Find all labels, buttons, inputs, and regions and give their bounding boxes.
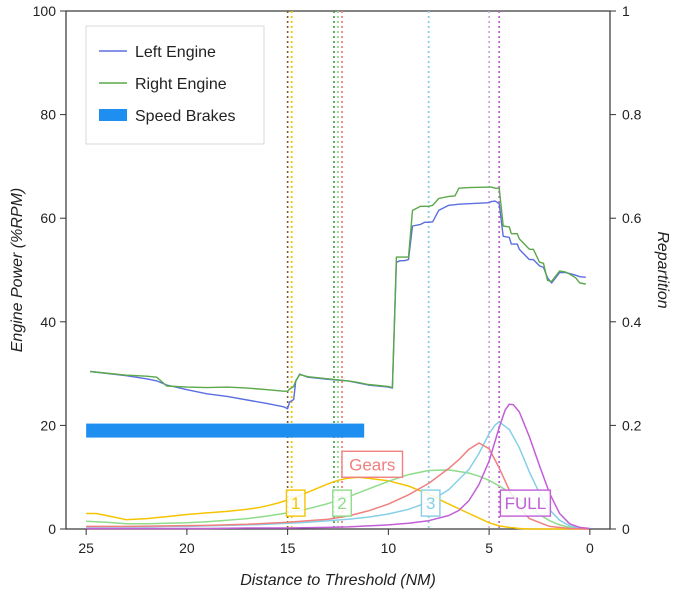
y2-tick-label: 1 [622, 3, 630, 19]
x-tick-label: 20 [179, 540, 195, 556]
y2-tick-label: 0.6 [622, 210, 642, 226]
y-tick-label: 100 [33, 3, 57, 19]
repartition-label-box [499, 489, 552, 517]
x-tick-label: 15 [280, 540, 296, 556]
x-tick-label: 5 [485, 540, 493, 556]
repartition-curve-full [86, 403, 590, 530]
legend-label: Speed Brakes [135, 108, 236, 125]
legend-box [85, 25, 265, 145]
right-engine-line [90, 186, 586, 392]
repartition-label-1: 1 [285, 489, 306, 517]
engine-series [86, 186, 586, 438]
repartition-label-box [332, 489, 352, 517]
legend: Left Engine Right Engine Speed Brakes [85, 25, 265, 145]
threshold-lines [286, 11, 501, 529]
legend-label: Left Engine [135, 44, 216, 61]
repartition-label-text: 1 [291, 494, 300, 513]
y-tick-label: 60 [40, 210, 56, 226]
x-axis-title: Distance to Threshold (NM) [240, 572, 436, 589]
repartition-label-3: 3 [420, 489, 441, 517]
repartition-label-2: 2 [332, 489, 352, 517]
y-tick-label: 0 [48, 521, 56, 537]
left-engine-line [90, 200, 586, 410]
y-tick-label: 20 [40, 417, 56, 433]
repartition-label-text: 3 [426, 494, 435, 513]
repartition-label-gears: Gears [341, 450, 404, 478]
y2-tick-label: 0.8 [622, 107, 642, 123]
y2-axis-title: Repartition [654, 231, 671, 308]
x-tick-label: 0 [586, 540, 594, 556]
y2-tick-label: 0.2 [622, 417, 642, 433]
y2-tick-label: 0.4 [622, 314, 642, 330]
speed-brakes-bar [86, 423, 365, 438]
axes: 25 20 15 10 5 0 0 20 40 60 80 100 0 0.2 0.4 0.6 0.8 1 Dist… [9, 3, 671, 589]
repartition-label-box [285, 489, 306, 517]
repartition-label-box [341, 450, 404, 478]
legend-swatch [99, 109, 127, 121]
repartition-label-text: Gears [349, 455, 395, 474]
y-tick-label: 40 [40, 314, 56, 330]
x-tick-label: 10 [381, 540, 397, 556]
repartition-label-full: FULL [499, 489, 552, 517]
y-axis-title: Engine Power (%RPM) [9, 188, 26, 353]
y2-tick-label: 0 [622, 521, 630, 537]
repartition-label-text: FULL [505, 494, 547, 513]
repartition-curve-1 [86, 476, 590, 530]
y-tick-label: 80 [40, 107, 56, 123]
repartition-label-box [420, 489, 441, 517]
repartition-label-text: 2 [337, 494, 346, 513]
legend-label: Right Engine [135, 76, 227, 93]
repartition-labels: 1 2 3 Gears FULL [285, 450, 552, 517]
x-tick-label: 25 [78, 540, 94, 556]
